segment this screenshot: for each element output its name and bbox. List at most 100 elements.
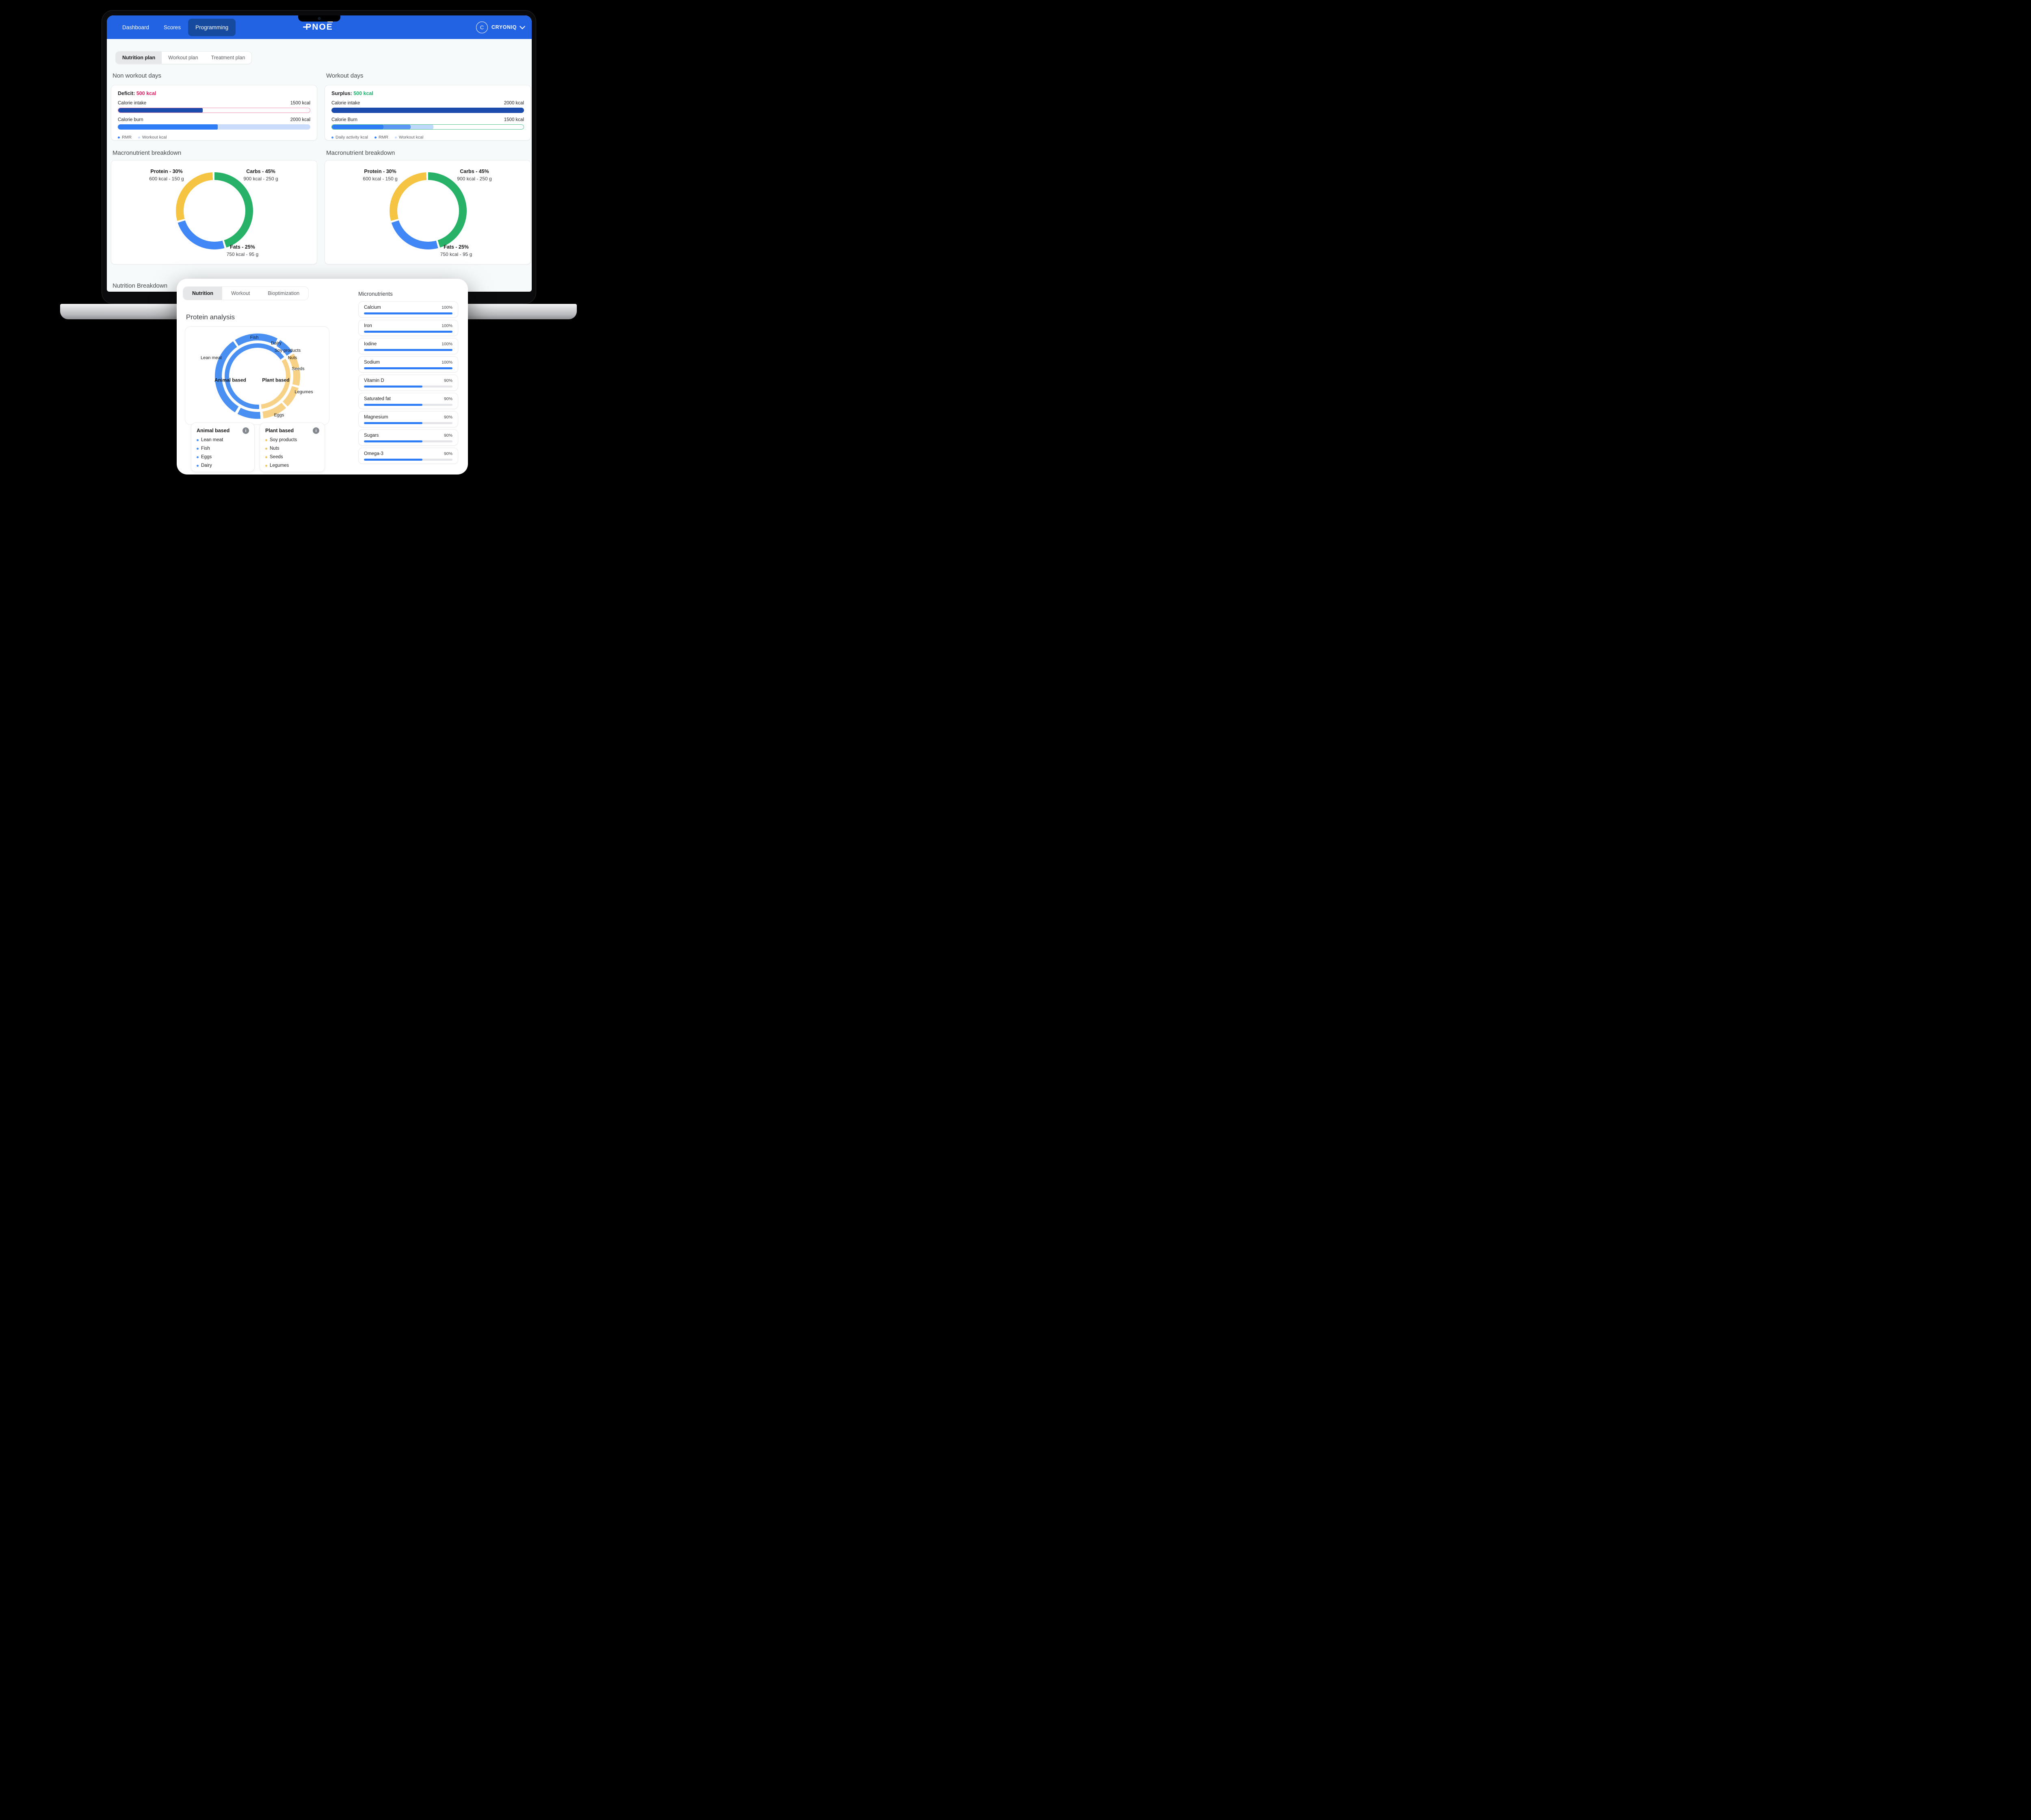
macro-card-non-workout: Protein - 30% 600 kcal - 150 g Carbs - 4… [111, 160, 317, 264]
donut-label: Seeds [292, 366, 305, 371]
percentage-value: 100% [442, 360, 453, 365]
progress-bar [364, 422, 453, 424]
legend-dot [118, 136, 120, 139]
percentage-value: 90% [444, 415, 453, 420]
intake-label-row: Calorie intake 1500 kcal [118, 101, 310, 106]
donut-label: Nuts [288, 355, 297, 360]
legend-item: RMR [118, 135, 132, 140]
legend-item: Workout kcal [138, 135, 167, 140]
bullet-dot [197, 447, 199, 450]
micronutrient-card: Iodine 100% [358, 338, 458, 354]
protein-analysis-heading: Protein analysis [186, 313, 235, 321]
plant-based-card: Plant based i Soy products Nuts Seeds [260, 422, 325, 472]
donut-label: Lean meat [201, 355, 222, 360]
calorie-intake-bar [331, 108, 524, 113]
nav-item[interactable]: Programming [188, 18, 236, 36]
animal-based-title: Animal based [197, 428, 230, 433]
nav-item[interactable]: Scores [164, 24, 181, 30]
micronutrient-card: Iron 100% [358, 320, 458, 336]
bullet-dot [197, 456, 199, 458]
progress-bar [364, 331, 453, 333]
nutrition-breakdown-heading: Nutrition Breakdown [113, 282, 168, 289]
list-item: Soy products [265, 438, 319, 442]
donut-label: Legumes [294, 390, 313, 394]
micronutrient-card: Omega-3 90% [358, 448, 458, 464]
legend-dot [394, 136, 397, 139]
plan-tab[interactable]: Workout plan [168, 55, 198, 61]
section-title-workout: Workout days [326, 72, 364, 79]
list-item: Lean meat [197, 438, 249, 442]
percentage-value: 90% [444, 378, 453, 383]
calorie-burn-bar [118, 124, 310, 130]
macro-label: Carbs - 45% 900 kcal - 250 g [243, 169, 278, 182]
progress-fill [364, 367, 453, 369]
progress-bar [364, 367, 453, 369]
progress-bar [364, 386, 453, 388]
macro-card-workout: Protein - 30% 600 kcal - 150 g Carbs - 4… [325, 160, 531, 264]
overlay-tabs: Nutrition Workout Bioptimization [183, 286, 309, 300]
progress-fill [364, 386, 422, 388]
bullet-dot [265, 456, 267, 458]
macro-donut [390, 172, 467, 249]
legend-dot [331, 136, 333, 139]
macro-label: Carbs - 45% 900 kcal - 250 g [457, 169, 492, 182]
overlay-tab[interactable]: Nutrition [183, 287, 223, 300]
pnoe-logo: PNOE [303, 21, 333, 32]
info-icon[interactable]: i [313, 427, 319, 434]
donut-label: Soy products [274, 348, 301, 353]
micronutrients-heading: Micronutrients [358, 291, 393, 297]
legend-item: RMR [374, 135, 388, 140]
progress-fill [364, 331, 453, 333]
overlay-tab[interactable]: Bioptimization [268, 290, 300, 296]
overlay-tab[interactable]: Workout [231, 290, 250, 296]
micronutrient-card: Sodium 100% [358, 356, 458, 373]
info-icon[interactable]: i [243, 427, 249, 434]
deficit-row: Deficit: 500 kcal [118, 91, 156, 96]
list-item: Nuts [265, 446, 319, 451]
camera-icon [318, 17, 321, 20]
intake-label-row: Calorie intake 2000 kcal [331, 101, 524, 106]
list-item: Seeds [265, 455, 319, 459]
user-name: CRYONIQ [491, 24, 517, 30]
section-title-non-workout: Non workout days [113, 72, 162, 79]
animal-based-center-label: Animal based [214, 377, 247, 383]
user-menu[interactable]: C CRYONIQ [476, 15, 526, 39]
list-item: Legumes [265, 463, 319, 468]
progress-bar [364, 440, 453, 442]
plant-based-center-label: Plant based [262, 377, 290, 383]
legend: RMR Workout kcal [118, 135, 310, 140]
macro-label: Fats - 25% 750 kcal - 95 g [226, 244, 259, 257]
macro-heading-right: Macronutrient breakdown [326, 150, 395, 156]
calorie-intake-bar [118, 108, 310, 113]
micronutrient-card: Sugars 90% [358, 429, 458, 446]
nav-items: Dashboard Scores Programming [115, 15, 236, 39]
burn-label-row: Calorie burn 2000 kcal [118, 117, 310, 122]
macro-label: Protein - 30% 600 kcal - 150 g [149, 169, 184, 182]
bullet-dot [265, 464, 267, 467]
legend-dot [138, 136, 140, 139]
screen: Dashboard Scores Programming PNOE C CRYO… [107, 15, 532, 292]
progress-fill [364, 312, 453, 314]
nutrition-breakdown-overlay: Nutrition Workout Bioptimization Protein… [177, 279, 468, 474]
legend-dot [374, 136, 377, 139]
micronutrient-card: Saturated fat 90% [358, 393, 458, 409]
progress-fill [364, 459, 422, 461]
nav-item[interactable]: Dashboard [122, 24, 149, 30]
plan-tab[interactable]: Treatment plan [211, 55, 245, 61]
macro-heading-left: Macronutrient breakdown [113, 150, 182, 156]
bullet-dot [265, 447, 267, 450]
progress-fill [364, 440, 422, 442]
donut-label: Dairy [271, 341, 281, 346]
plan-tabs: Nutrition plan Workout plan Treatment pl… [115, 51, 252, 64]
percentage-value: 90% [444, 433, 453, 438]
micronutrient-card: Magnesium 90% [358, 411, 458, 427]
non-workout-card: Deficit: 500 kcal Calorie intake 1500 kca… [111, 85, 317, 141]
plan-tab[interactable]: Nutrition plan [116, 52, 162, 64]
list-item: Fish [197, 446, 249, 451]
list-item: Dairy [197, 463, 249, 468]
chevron-down-icon [519, 23, 526, 30]
calorie-burn-bar [331, 124, 524, 130]
progress-bar [364, 349, 453, 351]
legend: Daily activity kcal RMR Workout kcal [331, 135, 524, 140]
percentage-value: 100% [442, 323, 453, 328]
